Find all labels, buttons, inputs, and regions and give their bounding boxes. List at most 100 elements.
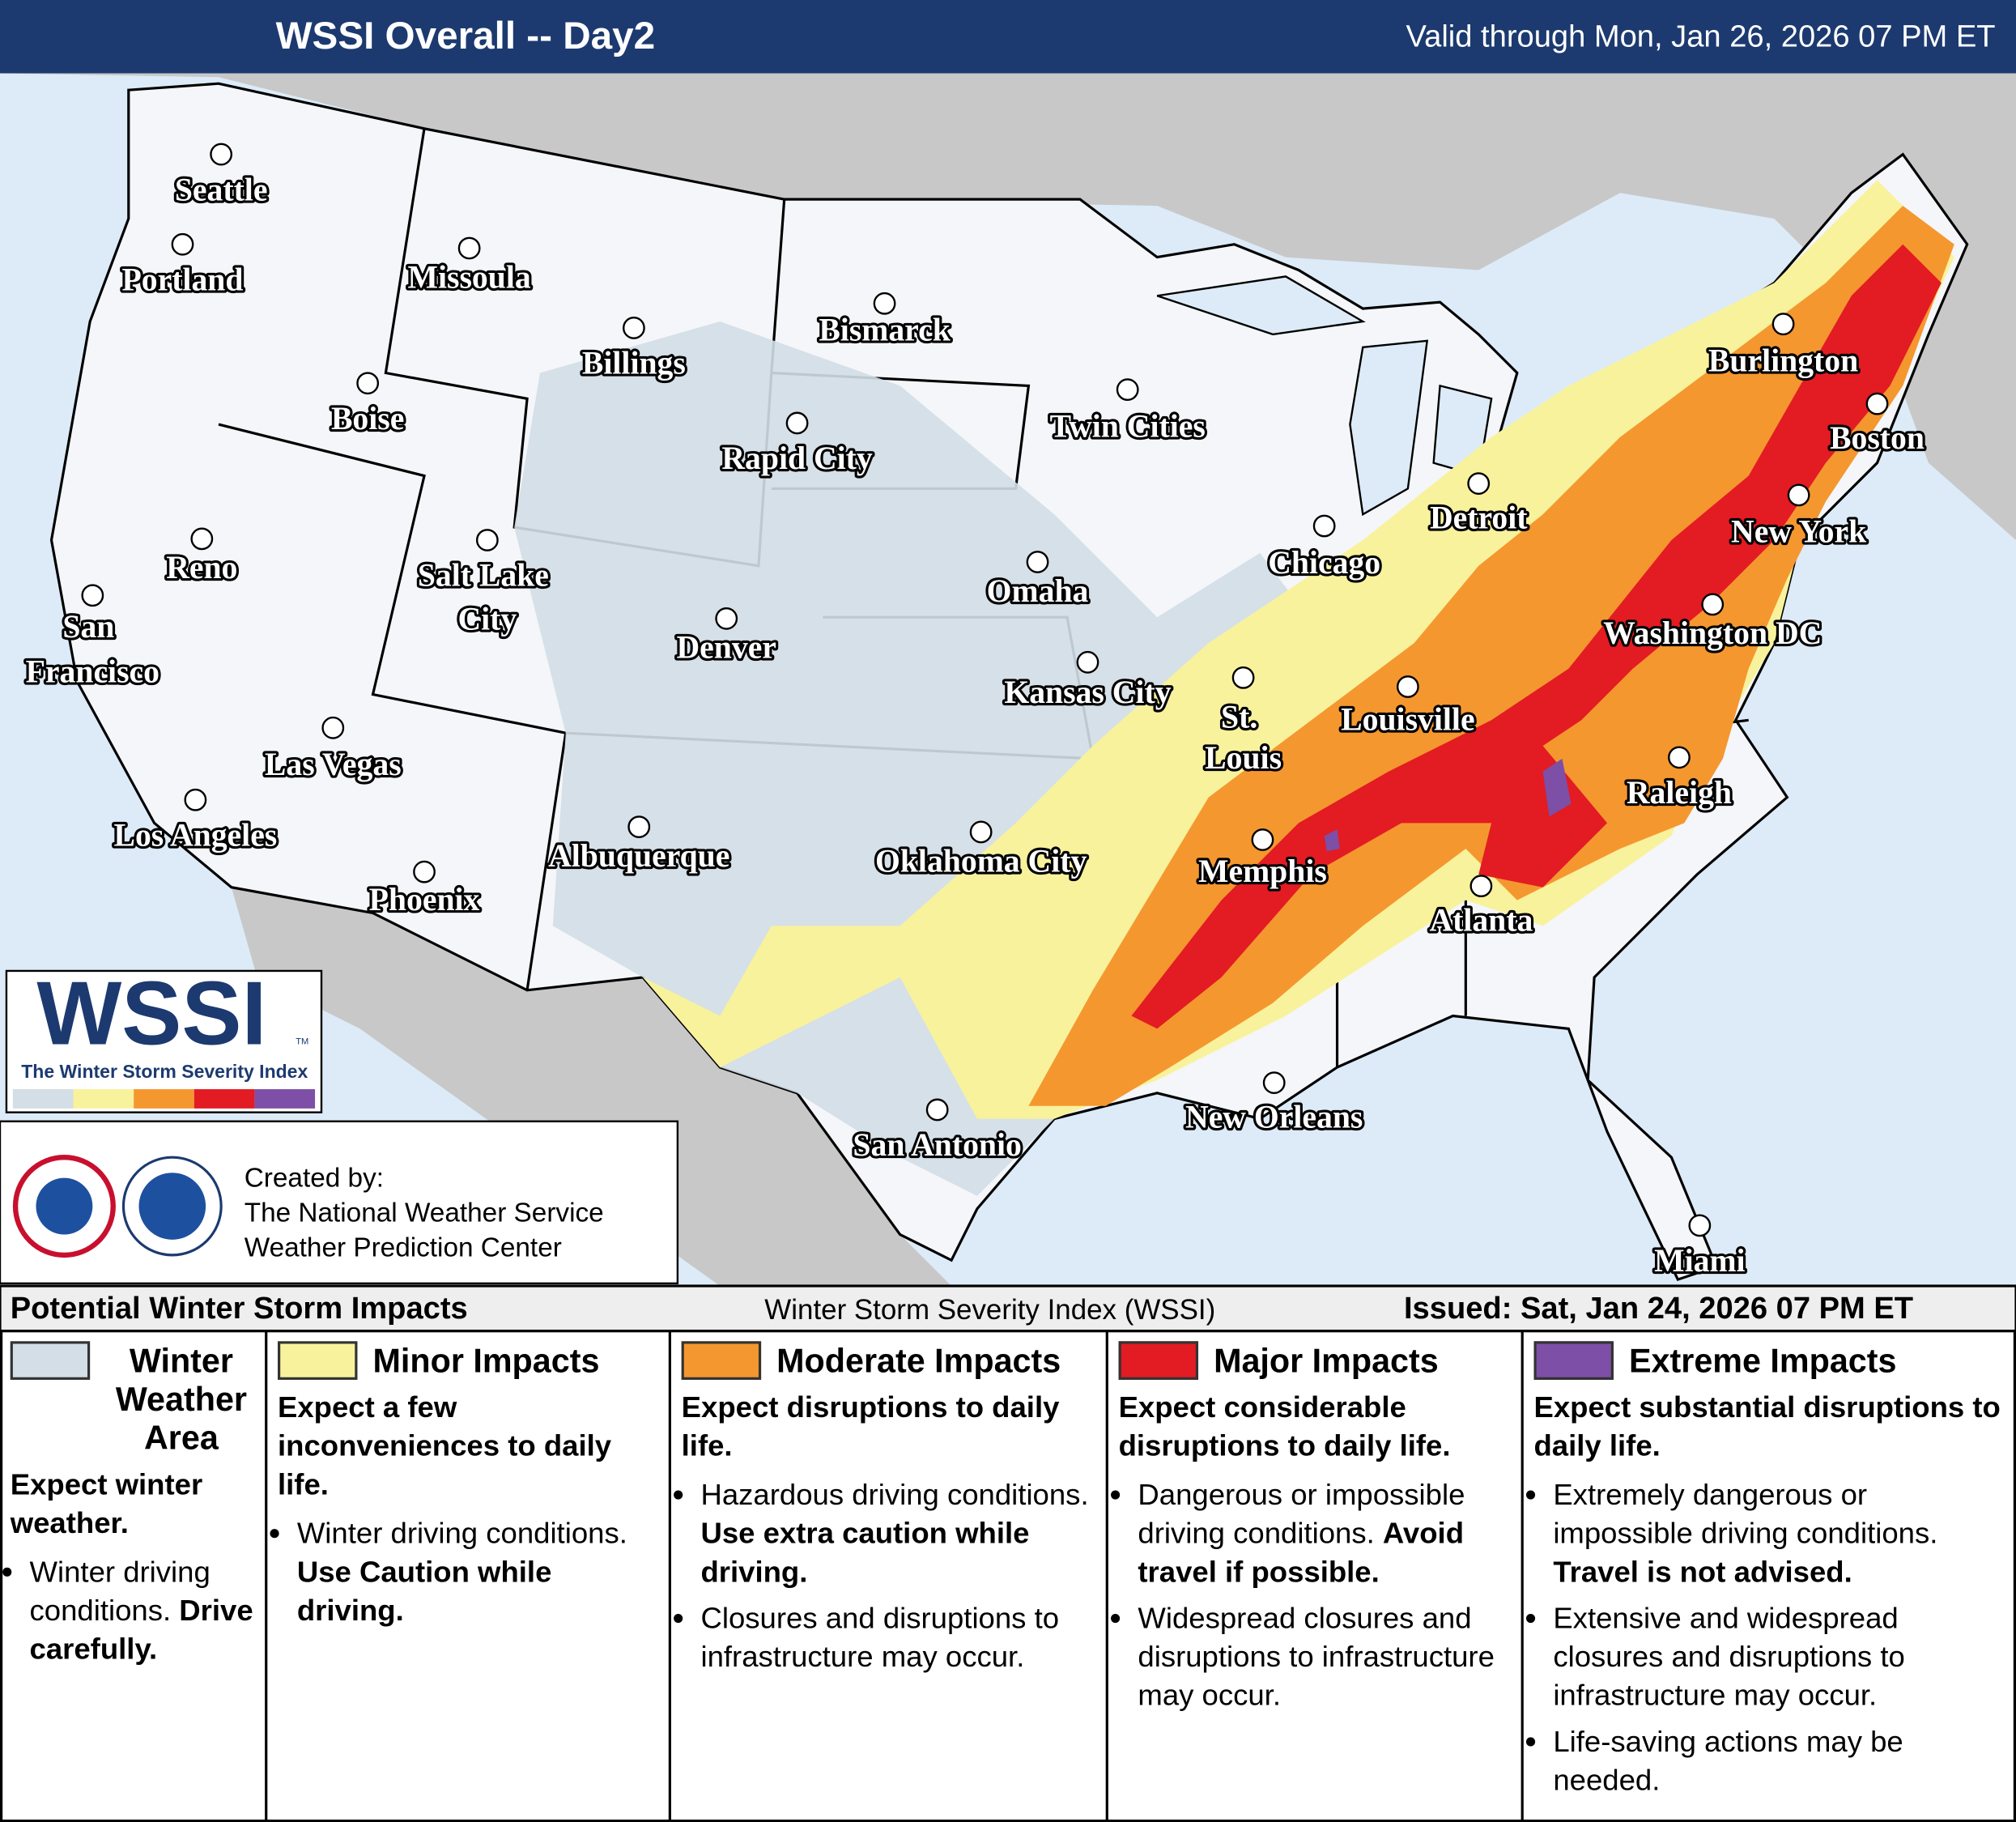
bullet-text: Winter driving conditions. bbox=[29, 1554, 211, 1627]
city-marker bbox=[190, 527, 214, 551]
city-marker bbox=[1116, 378, 1139, 402]
bullet: Winter driving conditions. Use Caution w… bbox=[297, 1513, 661, 1629]
legend-column: Major Impacts Expect considerable disrupt… bbox=[1108, 1330, 1524, 1822]
legend-swatch bbox=[10, 1341, 91, 1380]
city-label: Washington DC bbox=[1603, 615, 1822, 651]
city-marker bbox=[210, 143, 233, 166]
logo-acronym: WSSI bbox=[36, 962, 266, 1063]
logo-swatch bbox=[12, 1089, 74, 1109]
city-label: Rapid City bbox=[721, 441, 873, 476]
credit-line: Weather Prediction Center bbox=[245, 1232, 562, 1262]
canada bbox=[0, 73, 2016, 540]
bold-text: Travel is not advised. bbox=[1553, 1554, 1852, 1589]
category-summary: Expect winter weather. bbox=[10, 1467, 203, 1539]
city-label: San Antonio bbox=[853, 1127, 1021, 1163]
legend-column: Moderate Impacts Expect disruptions to da… bbox=[671, 1330, 1108, 1822]
legend-title: Potential Winter Storm Impacts bbox=[11, 1292, 468, 1326]
legend-heading: Minor Impacts bbox=[278, 1341, 661, 1380]
category-summary: Expect considerable disruptions to daily… bbox=[1118, 1390, 1451, 1462]
bullet-text: Winter driving conditions. bbox=[296, 1516, 627, 1550]
city-label: Kansas City bbox=[1004, 675, 1171, 710]
city-label: Phoenix bbox=[369, 882, 480, 917]
valid-time: Valid through Mon, Jan 26, 2026 07 PM ET bbox=[1406, 20, 1996, 54]
city-marker bbox=[969, 820, 993, 844]
bullet-text: Widespread closures and disruptions to i… bbox=[1138, 1601, 1495, 1712]
legend-frame bbox=[0, 1330, 2016, 1822]
legend-column: Winter Weather Area Expect winter weather… bbox=[0, 1330, 268, 1822]
bullet: Winter driving conditions. Drive careful… bbox=[30, 1552, 257, 1668]
city-marker bbox=[184, 788, 207, 811]
city-label: Louisville bbox=[1341, 702, 1474, 738]
city-label: Twin Cities bbox=[1050, 409, 1206, 445]
city-label: Albuquerque bbox=[548, 838, 729, 874]
credit-line: Created by: bbox=[245, 1164, 384, 1194]
bullet: Dangerous or impossible driving conditio… bbox=[1138, 1475, 1513, 1590]
city-marker bbox=[1026, 551, 1049, 573]
bullet: Extremely dangerous or impossible drivin… bbox=[1553, 1475, 2008, 1590]
mexico bbox=[231, 887, 952, 1287]
city-marker bbox=[1865, 392, 1889, 415]
city-marker bbox=[321, 716, 345, 739]
category-name: Moderate Impacts bbox=[776, 1341, 1061, 1380]
legend-column: Minor Impacts Expect a few inconveniences… bbox=[267, 1330, 671, 1822]
city-marker bbox=[457, 236, 481, 260]
city-marker bbox=[413, 860, 436, 883]
city-label: Boston bbox=[1830, 420, 1925, 456]
city-label: Seattle bbox=[175, 172, 268, 207]
city-label: Atlanta bbox=[1429, 902, 1533, 938]
city-marker bbox=[785, 411, 809, 435]
category-summary: Expect a few inconveniences to daily lif… bbox=[278, 1390, 612, 1501]
category-summary: Expect substantial disruptions to daily … bbox=[1533, 1390, 2001, 1462]
legend-column: Extreme Impacts Expect substantial disrup… bbox=[1524, 1331, 2016, 1822]
city-label: New York bbox=[1731, 514, 1867, 550]
city-marker bbox=[475, 529, 499, 551]
city-marker bbox=[1231, 666, 1255, 689]
city-marker bbox=[1396, 675, 1419, 698]
logo-name: The Winter Storm Severity Index bbox=[21, 1061, 308, 1082]
city-marker bbox=[873, 292, 896, 315]
city-marker bbox=[171, 232, 194, 256]
header-bar bbox=[0, 0, 2016, 74]
city-label: New Orleans bbox=[1185, 1099, 1363, 1134]
city-label: Missoula bbox=[408, 259, 531, 295]
minor-impacts bbox=[643, 180, 1954, 1119]
legend-heading: Winter Weather Area bbox=[10, 1341, 257, 1458]
nws-logo-center bbox=[36, 1177, 93, 1235]
city-label: Oklahoma City bbox=[875, 843, 1087, 879]
issued-time: Issued: Sat, Jan 24, 2026 07 PM ET bbox=[1404, 1292, 1913, 1326]
city-marker bbox=[1771, 313, 1795, 336]
logo-swatch bbox=[194, 1089, 255, 1109]
bullet-text: Dangerous or impossible driving conditio… bbox=[1138, 1477, 1465, 1550]
category-name: Winter Weather Area bbox=[115, 1341, 247, 1458]
city-label: Billings bbox=[582, 346, 686, 381]
legend-subtitle: Winter Storm Severity Index (WSSI) bbox=[764, 1294, 1215, 1326]
city-marker bbox=[1312, 514, 1336, 538]
bullet-text: Closures and disruptions to infrastructu… bbox=[700, 1601, 1060, 1674]
city-label: Las Vegas bbox=[265, 747, 402, 782]
city-marker bbox=[627, 815, 651, 838]
legend-heading: Major Impacts bbox=[1118, 1341, 1514, 1380]
city-label: Reno bbox=[166, 550, 237, 585]
legend-heading: Extreme Impacts bbox=[1533, 1341, 2008, 1380]
bold-text: Use extra caution while driving. bbox=[700, 1516, 1030, 1589]
title: WSSI Overall -- Day2 bbox=[276, 15, 655, 57]
city-marker bbox=[715, 607, 738, 630]
category-name: Major Impacts bbox=[1214, 1341, 1439, 1380]
city-marker bbox=[1688, 1214, 1712, 1237]
legend-swatch bbox=[1533, 1341, 1614, 1380]
category-name: Extreme Impacts bbox=[1629, 1341, 1897, 1380]
logo-box bbox=[5, 969, 323, 1113]
city-marker bbox=[1469, 875, 1493, 898]
bullet: Closures and disruptions to infrastructu… bbox=[700, 1599, 1098, 1675]
bullet-text: Life-saving actions may be needed. bbox=[1553, 1724, 1903, 1797]
bold-text: Avoid travel if possible. bbox=[1138, 1516, 1465, 1589]
city-label: Boise bbox=[331, 401, 404, 436]
city-marker bbox=[1787, 483, 1810, 507]
city-label: Memphis bbox=[1198, 854, 1327, 889]
credit-line: The National Weather Service bbox=[245, 1198, 604, 1228]
city-label: Burlington bbox=[1708, 343, 1858, 379]
logo-swatch bbox=[254, 1089, 316, 1109]
city-label: Chicago bbox=[1268, 545, 1380, 581]
